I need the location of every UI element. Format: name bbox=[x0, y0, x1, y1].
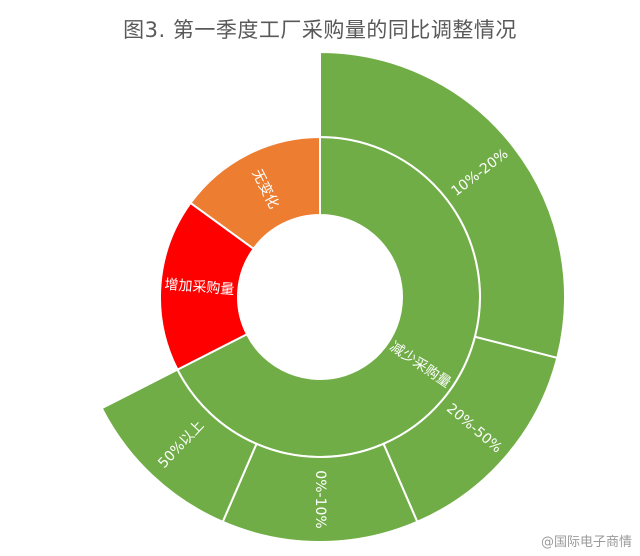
watermark: @国际电子商情 bbox=[540, 535, 632, 550]
outer-segment[interactable] bbox=[100, 368, 258, 524]
chart-title: 图3. 第一季度工厂采购量的同比调整情况 bbox=[123, 18, 517, 42]
inner-segment-label: 增加采购量 bbox=[164, 277, 235, 298]
outer-segment-label: 0%-10% bbox=[312, 470, 328, 528]
outer-segment[interactable] bbox=[319, 50, 566, 360]
inner-segment[interactable] bbox=[159, 201, 256, 371]
